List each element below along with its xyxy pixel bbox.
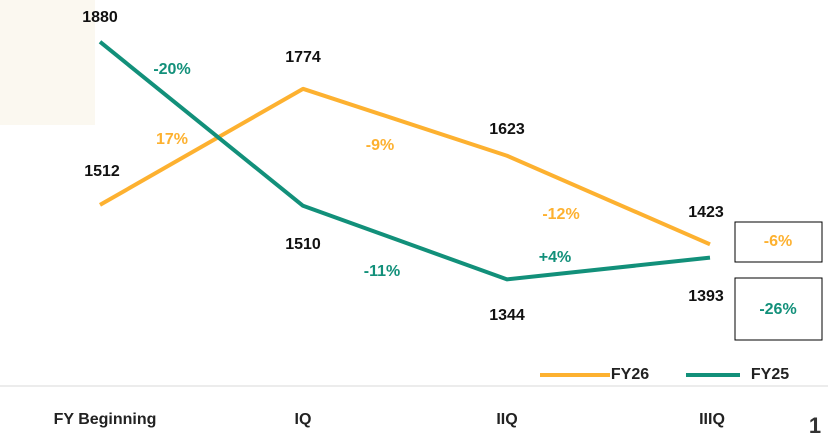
change-label: -20% [153,61,190,78]
data-label: 1344 [489,307,525,324]
total-change-label: -26% [759,301,796,318]
legend-label: FY25 [751,366,789,383]
change-label: +4% [539,249,571,266]
line [99,86,711,247]
data-label: 1512 [84,163,120,180]
total-change-box [734,221,823,263]
total-change-box [734,277,823,341]
change-label: -11% [364,263,400,280]
line [98,40,711,282]
legend-label: FY26 [611,366,649,383]
change-label: -9% [366,137,394,154]
change-label: -12% [542,206,579,223]
data-label: 1774 [285,49,321,66]
x-tick-label: IIQ [496,411,517,428]
data-label: 1623 [489,121,525,138]
data-label: 1423 [688,204,724,221]
background-panel [0,0,95,125]
data-label: 1393 [688,288,724,305]
page-number: 1 [809,413,821,435]
x-tick-label: IQ [295,411,312,428]
data-label: 1510 [285,236,321,253]
x-tick-label: IIIQ [699,411,725,428]
total-change-label: -6% [764,233,792,250]
data-label: 1880 [82,9,118,26]
x-tick-label: FY Beginning [54,411,157,428]
change-label: 17% [156,131,188,148]
